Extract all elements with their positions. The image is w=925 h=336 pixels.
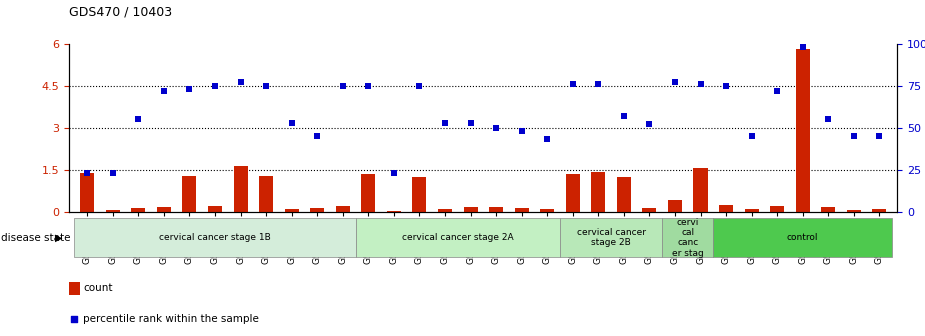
Point [796,44,810,50]
Point [412,83,426,88]
Point [336,83,351,88]
Bar [872,209,886,212]
Point [182,86,197,92]
Point [719,83,734,88]
Bar [566,174,580,212]
Bar [233,166,248,212]
Bar [662,218,713,257]
Point [770,88,784,93]
Point [668,80,683,85]
Bar [69,282,80,295]
Point [565,81,580,87]
Point [591,81,606,87]
Text: control: control [787,233,819,242]
Point [156,88,171,93]
Point [745,133,759,139]
Bar [80,173,94,212]
Text: cervi
cal
canc
er stag: cervi cal canc er stag [672,218,704,258]
Bar [413,177,426,212]
Bar [208,206,222,212]
Point [616,113,631,119]
Bar [540,209,554,212]
Point [105,170,120,176]
Point [514,128,529,134]
Bar [182,176,196,212]
Bar [668,201,682,212]
Bar [336,206,350,212]
Point [131,117,146,122]
Point [339,179,354,184]
Bar [560,218,662,257]
Point [872,133,887,139]
Bar [131,208,145,212]
Bar [157,207,171,212]
Text: cervical cancer stage 2A: cervical cancer stage 2A [402,233,513,242]
Text: count: count [83,284,113,293]
Text: percentile rank within the sample: percentile rank within the sample [83,314,259,324]
Bar [617,177,631,212]
Bar [438,209,452,212]
Point [207,83,222,88]
Text: disease state: disease state [1,233,70,243]
Bar [463,207,477,212]
Bar [514,208,529,212]
Text: GDS470 / 10403: GDS470 / 10403 [69,5,172,18]
Bar [75,218,355,257]
Point [259,83,274,88]
Bar [362,174,376,212]
Bar [796,49,809,212]
Bar [591,172,605,212]
Bar [310,208,325,212]
Point [693,81,708,87]
Bar [821,207,835,212]
Point [846,133,861,139]
Point [233,80,248,85]
Bar [489,208,503,212]
Point [387,170,401,176]
Bar [719,205,734,212]
Bar [259,176,273,212]
Point [488,125,503,130]
Bar [387,211,401,212]
Point [540,137,555,142]
Text: cervical cancer stage 1B: cervical cancer stage 1B [159,233,271,242]
Bar [745,209,758,212]
Bar [105,210,120,212]
Bar [642,208,657,212]
Bar [713,218,892,257]
Point [438,120,452,125]
Point [463,120,478,125]
Point [310,133,325,139]
Bar [694,168,708,212]
Bar [846,210,861,212]
Bar [285,209,299,212]
Text: cervical cancer
stage 2B: cervical cancer stage 2B [576,228,646,247]
Point [80,170,94,176]
Point [642,122,657,127]
Point [361,83,376,88]
Bar [355,218,560,257]
Point [284,120,299,125]
Bar [771,206,784,212]
Text: ▶: ▶ [56,233,63,243]
Point [820,117,835,122]
